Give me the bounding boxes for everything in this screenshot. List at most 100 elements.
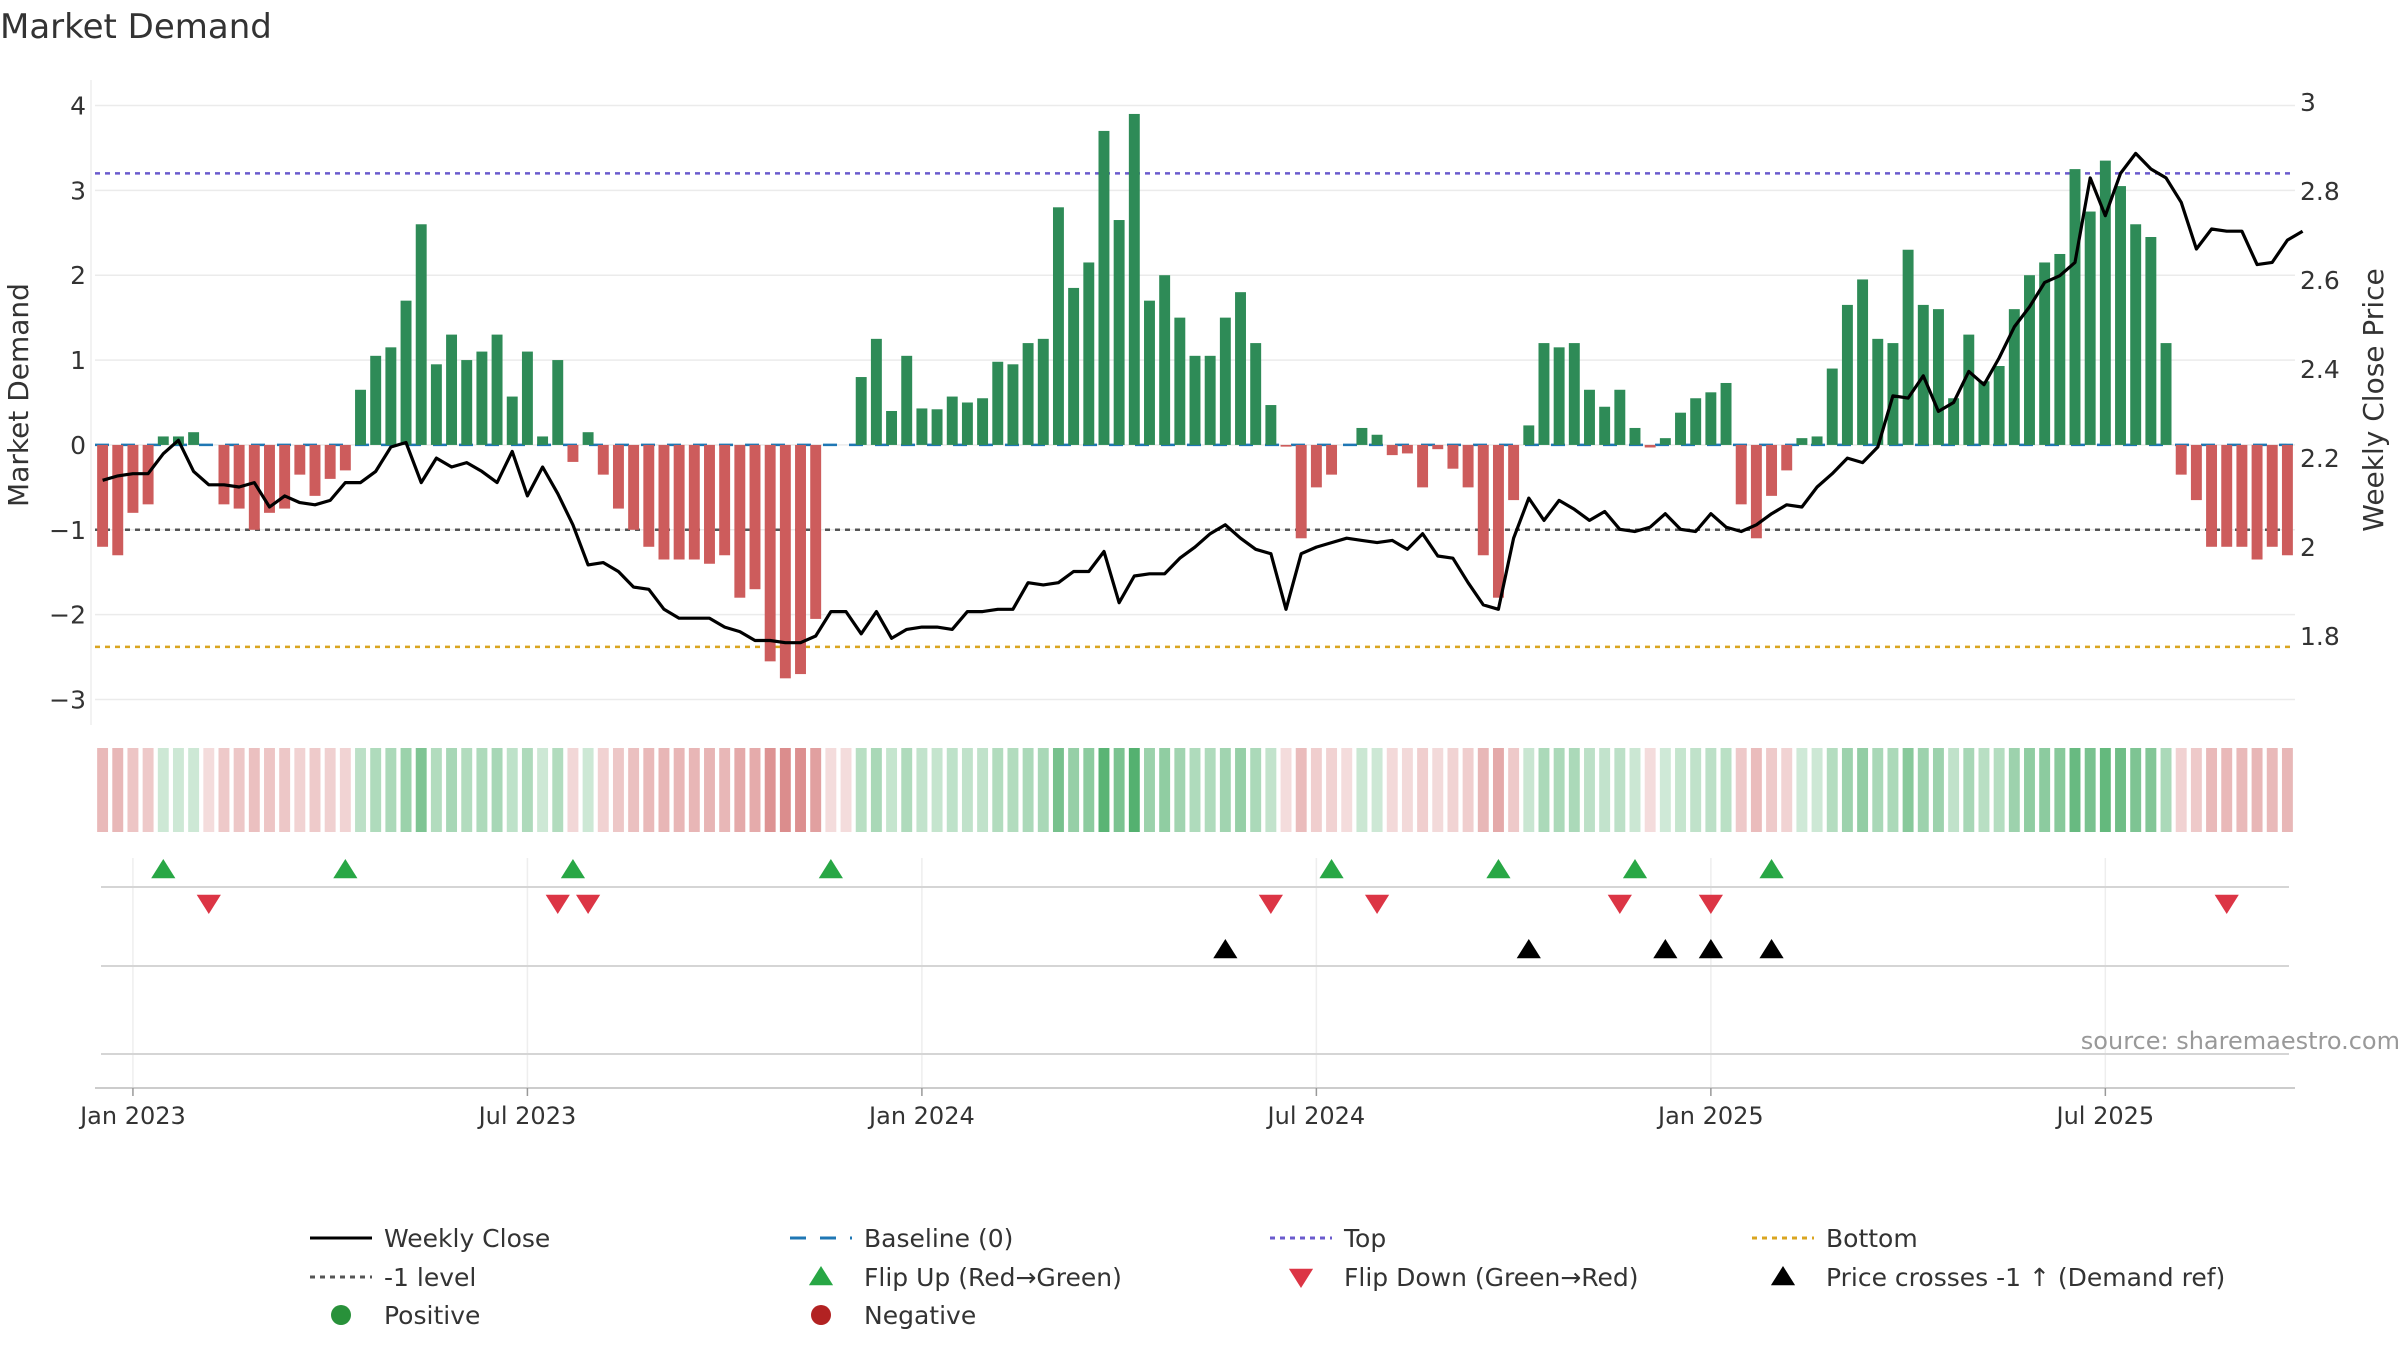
demand-bar-negative [628,444,640,530]
y-right-tick-label: 2.2 [2300,444,2340,473]
demand-bar-negative [1462,444,1474,488]
demand-bar-negative [1477,444,1489,556]
demand-bar-positive [1887,343,1899,445]
heat-cell [2206,748,2218,832]
heat-cell [1948,748,1960,832]
demand-bar-positive [400,300,412,445]
demand-bar-negative [779,444,791,679]
y-left-tick-label: 0 [70,431,86,460]
heat-cell [1508,748,1520,832]
demand-bar-positive [946,396,958,445]
legend-item: Top [1270,1224,1386,1253]
heat-cell [1219,748,1231,832]
heat-cell [901,748,913,832]
demand-bar-positive [430,364,442,445]
demand-heat-strip [97,748,2293,832]
demand-bar-negative [1447,444,1459,469]
demand-bar-positive [1144,300,1155,445]
flip-down-marker [1364,894,1390,914]
heat-cell [749,748,761,832]
heat-cell [825,748,837,832]
x-tick-label: Jan 2023 [78,1102,186,1130]
demand-bar-positive [1098,130,1110,445]
x-axis: Jan 2023 Jul 2023 Jan 2024 Jul 2024 Jan 2025… [78,1087,2295,1130]
heat-cell [309,748,321,832]
demand-bar-positive [1235,292,1246,445]
demand-bar-positive [1568,343,1580,445]
demand-bar-positive [1872,338,1884,445]
heat-cell [810,748,822,832]
heat-cell [1128,748,1140,832]
demand-bar-positive [1599,406,1611,445]
demand-bar-positive [855,377,867,445]
heat-cell [1690,748,1702,832]
legend-label: Positive [384,1301,480,1330]
price-cross-marker [1653,939,1678,959]
heat-cell [1386,748,1398,832]
heat-cell [1371,748,1383,832]
legend: Weekly Close Baseline (0) Top Bottom -1 leve… [310,1224,2225,1330]
heat-cell [97,748,109,832]
demand-bar-negative [749,444,761,590]
heat-cell [1644,748,1656,832]
y-right-tick-label: 3 [2300,88,2316,117]
heat-cell [1614,748,1626,832]
demand-bar-positive [1538,343,1550,445]
demand-bar-negative [97,444,109,547]
heat-cell [992,748,1004,832]
heat-cell [2024,748,2035,832]
demand-bar-negative [688,444,700,560]
demand-bar-positive [476,351,488,445]
legend-label: Price crosses -1 ↑ (Demand ref) [1826,1263,2225,1292]
demand-bar-negative [795,444,806,675]
demand-bar-positive [1857,279,1869,445]
demand-bar-positive [491,334,503,445]
flip-up-marker [560,859,586,879]
heat-cell [1750,748,1762,832]
price-cross-marker [1698,939,1723,959]
demand-bar-positive [992,361,1004,445]
heat-cell [1447,748,1459,832]
heat-cell [157,748,169,832]
heat-cell [764,748,776,832]
demand-bar-negative [324,444,336,479]
flip-up-marker [333,859,358,879]
weekly-close-line [102,151,2304,645]
heat-cell [1250,748,1262,832]
heat-cell [1189,748,1201,832]
heat-cell [612,748,624,832]
demand-bar-positive [506,396,518,445]
demand-bar-negative [704,444,715,564]
legend-label: Flip Down (Green→Red) [1344,1263,1639,1292]
heat-cell [582,748,594,832]
demand-bar-negative [1295,444,1307,539]
demand-bar-negative [127,444,139,513]
legend-swatch-triangle-up [1770,1266,1796,1286]
demand-bar-positive [1675,412,1686,445]
legend-item: Negative [811,1301,976,1330]
heat-cell [2008,748,2020,832]
heat-cell [2115,748,2126,832]
demand-bar-negative [339,444,351,471]
heat-cell [931,748,943,832]
heat-cell [1295,748,1307,832]
demand-bar-negative [612,444,624,509]
heat-cell [1675,748,1686,832]
heat-cell [1553,748,1565,832]
demand-bar-positive [1083,262,1095,445]
flip-down-marker [1698,894,1723,914]
demand-bar-positive [2024,275,2035,445]
heat-cell [1235,748,1246,832]
heat-cell [1599,748,1611,832]
legend-label: Bottom [1826,1224,1918,1253]
demand-bar-negative [2281,444,2293,556]
demand-bar-positive [1553,347,1565,445]
heat-cell [1872,748,1884,832]
heat-cell [1993,748,2005,832]
demand-bar-positive [1659,438,1671,445]
demand-bar-negative [1781,444,1793,471]
heat-cell [1022,748,1034,832]
flip-down-marker [576,894,601,914]
y-left-tick-label: 2 [70,261,86,290]
